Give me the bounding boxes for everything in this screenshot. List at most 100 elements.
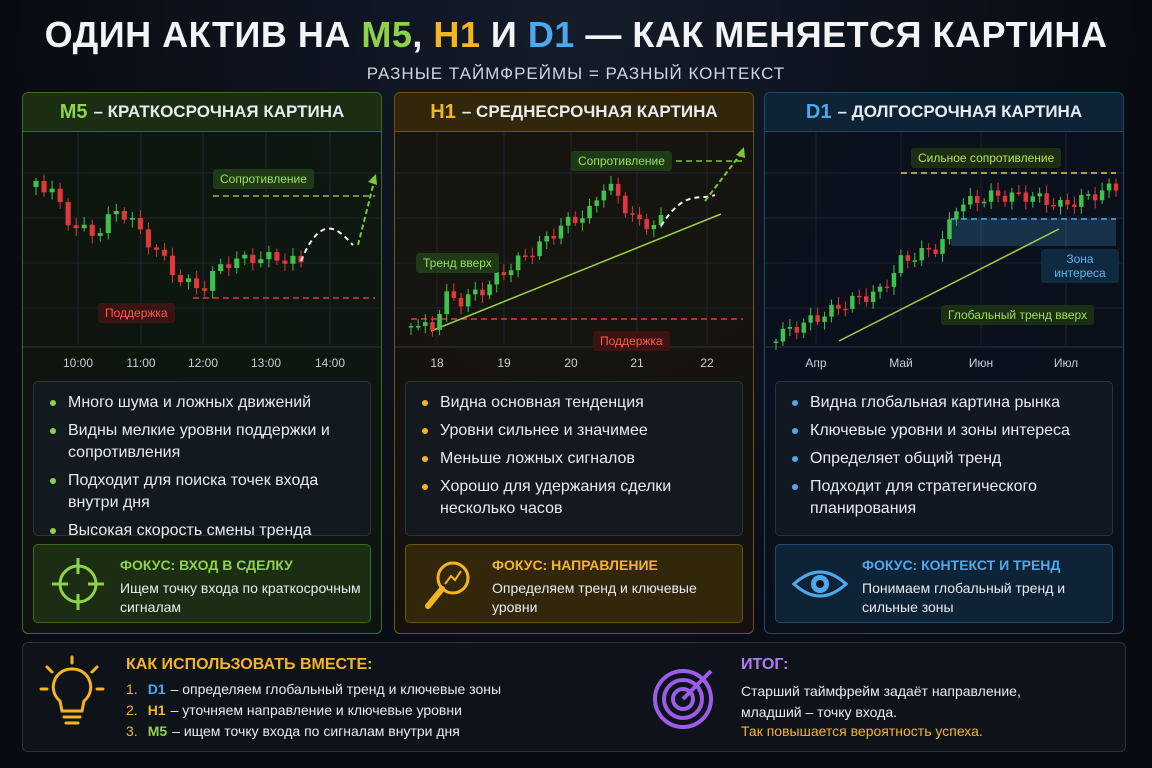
candle-body: [226, 264, 232, 269]
icon-part: [671, 687, 695, 711]
candle-body: [113, 211, 119, 215]
icon-part: [90, 665, 99, 674]
candle-body: [905, 255, 911, 261]
candle-body: [49, 188, 55, 193]
candle-body: [658, 215, 664, 225]
chart-annotation: Глобальный тренд вверх: [941, 305, 1095, 325]
candle-body: [1044, 193, 1049, 206]
candle-body: [850, 295, 855, 309]
candle-body: [523, 255, 528, 257]
candle-body: [169, 255, 176, 276]
bullet-dot: [792, 428, 798, 434]
icon-part: [681, 669, 713, 701]
feature-item: Хорошо для удержания сделки несколько ча…: [422, 476, 732, 520]
candle-body: [408, 326, 414, 328]
candle-body: [81, 224, 87, 229]
icon-part: [653, 669, 713, 729]
focus-icon: [791, 570, 849, 598]
candle-body: [274, 252, 280, 261]
candle-body: [177, 275, 184, 283]
bullet-dot: [50, 478, 56, 484]
arrow-head: [368, 174, 377, 185]
candle-body: [258, 259, 264, 264]
feature-list: Видна глобальная картина рынка Ключевые у…: [775, 381, 1113, 536]
candle-body: [801, 322, 806, 333]
step-row: 3. M5– ищем точку входа по сигналам внутр…: [126, 723, 460, 739]
candle-body: [995, 190, 1001, 196]
panel-heading: – КРАТКОСРОЧНАЯ КАРТИНА: [93, 102, 345, 121]
feature-item: Подходит для стратегического планировани…: [792, 476, 1102, 520]
candle-body: [202, 288, 208, 291]
candle-body: [487, 284, 492, 296]
title-part: — КАК МЕНЯЕТСЯ КАРТИНА: [574, 14, 1108, 55]
feature-item: Видна глобальная картина рынка: [792, 392, 1102, 414]
candle-body: [940, 239, 945, 254]
feature-item: Подходит для поиска точек входа внутри д…: [50, 470, 360, 514]
feature-list: Много шума и ложных движений Видны мелкие…: [33, 381, 371, 539]
x-tick-label: 18: [430, 356, 444, 370]
candle-body: [608, 183, 614, 191]
focus-icon: [425, 561, 470, 609]
title-part: H1: [433, 14, 481, 55]
candle-body: [565, 216, 571, 226]
candle-body: [587, 205, 592, 219]
candle-body: [266, 252, 272, 260]
candle-body: [290, 255, 296, 264]
summary-box: КАК ИСПОЛЬЗОВАТЬ ВМЕСТЕ: 1. D1– определяем…: [22, 642, 1126, 752]
panel-header: D1 – ДОЛГОСРОЧНАЯ КАРТИНА: [765, 93, 1123, 132]
candle-body: [530, 255, 535, 258]
candle-body: [1113, 183, 1119, 191]
step-text: – уточняем направление и ключевые уровни: [170, 702, 462, 718]
candle-body: [65, 202, 71, 226]
trend-line: [430, 213, 722, 332]
projection-arrow: [357, 177, 376, 246]
candle-body: [637, 214, 642, 220]
candle-body: [430, 322, 435, 330]
step-timeframe: H1: [147, 702, 166, 718]
candle-body: [1051, 205, 1056, 207]
candle-body: [451, 291, 457, 298]
focus-text: Определяем тренд и ключевые уровни: [492, 580, 697, 615]
candle-body: [1099, 190, 1105, 201]
step-number: 2.: [126, 702, 138, 718]
candle-body: [1009, 192, 1015, 202]
icon-part: [444, 570, 462, 585]
feature-text: Видны мелкие уровни поддержки и сопротив…: [68, 422, 330, 461]
candle-body: [458, 297, 464, 307]
feature-item: Высокая скорость смены тренда: [50, 520, 360, 542]
candle-body: [137, 218, 143, 230]
candle-body: [651, 224, 657, 230]
focus-text: Ищем точку входа по краткосрочным сигнал…: [120, 580, 361, 615]
candle-body: [836, 304, 841, 309]
candle-body: [919, 248, 924, 261]
candlestick-chart: 10:00 11:00 12:00 13:00 14:00: [23, 133, 381, 370]
candle-body: [877, 286, 883, 292]
candle-body: [1023, 192, 1029, 202]
candlestick-chart: Апр Май Июн Июл: [765, 133, 1123, 370]
feature-text: Хорошо для удержания сделки несколько ча…: [440, 478, 672, 517]
timeframe-panel: D1 – ДОЛГОСРОЧНАЯ КАРТИНА Апр Май Июн Июл Силь…: [764, 92, 1124, 634]
candle-body: [1079, 195, 1084, 207]
timeframe-label: M5: [59, 100, 88, 123]
candle-body: [501, 272, 507, 276]
icon-part: [45, 665, 54, 674]
candle-body: [105, 214, 111, 234]
x-tick-label: 11:00: [126, 356, 155, 370]
candle-body: [891, 273, 897, 287]
projection-path: [660, 194, 716, 227]
bullet-dot: [792, 456, 798, 462]
candle-body: [242, 254, 248, 259]
candle-body: [544, 236, 549, 242]
feature-text: Уровни сильнее и значимее: [440, 422, 648, 439]
title-part: D1: [527, 14, 575, 55]
feature-text: Видна глобальная картина рынка: [810, 394, 1060, 411]
bullet-dot: [422, 484, 428, 490]
x-tick-label: 10:00: [63, 356, 93, 370]
candle-body: [829, 304, 834, 317]
x-tick-label: 13:00: [251, 356, 281, 370]
candle-body: [808, 315, 813, 323]
step-text: – ищем точку входа по сигналам внутри дн…: [172, 723, 460, 739]
candle-body: [822, 316, 827, 322]
section-title: КАК ИСПОЛЬЗОВАТЬ ВМЕСТЕ:: [126, 656, 373, 673]
